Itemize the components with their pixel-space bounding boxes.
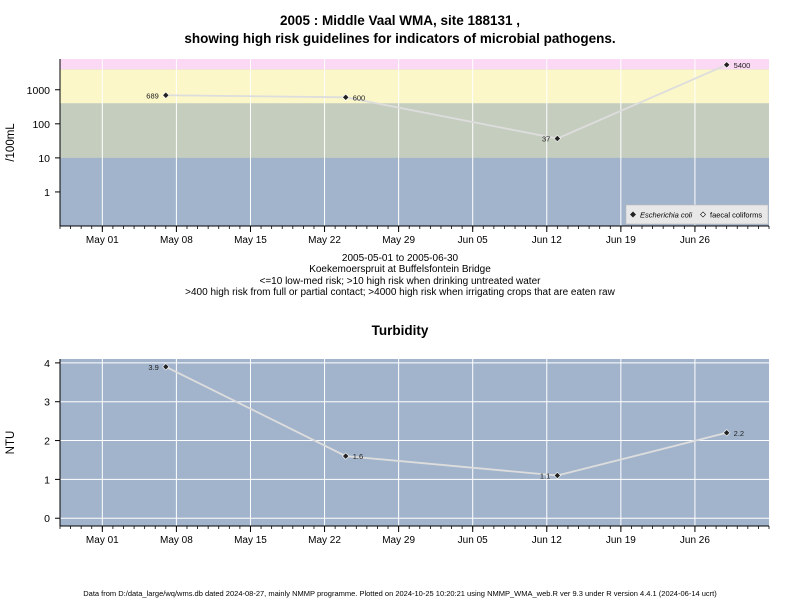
y-tick-label: 100	[32, 119, 50, 131]
y-axis-label: NTU	[5, 431, 17, 455]
x-tick-label: May 15	[234, 535, 267, 546]
risk-band-2	[60, 103, 769, 158]
data-label: 5400	[734, 61, 751, 70]
y-tick-label: 10	[38, 153, 50, 165]
y-tick-label: 0	[44, 513, 50, 525]
data-label: 600	[353, 93, 366, 102]
x-tick-label: May 01	[86, 535, 119, 546]
x-tick-label: Jun 19	[606, 235, 636, 246]
y-axis-label: /100mL	[5, 123, 17, 162]
legend-label-1: Escherichia coli	[640, 211, 692, 220]
y-tick-label: 1	[44, 474, 50, 486]
y-tick-label: 2	[44, 436, 50, 448]
site-name-text: Koekemoerspruit at Buffelsfontein Bridge	[309, 264, 491, 275]
x-tick-label: Jun 05	[458, 535, 488, 546]
data-label: 3.9	[148, 363, 158, 372]
data-label: 1.1	[540, 472, 550, 481]
data-point	[162, 91, 170, 99]
x-tick-label: May 08	[160, 235, 193, 246]
legend-box	[625, 204, 769, 225]
x-tick-label: May 01	[86, 235, 119, 246]
x-tick-label: Jun 12	[532, 535, 562, 546]
data-label: 1.6	[353, 452, 363, 461]
x-tick-label: May 29	[382, 535, 415, 546]
x-tick-label: May 08	[160, 535, 193, 546]
x-tick-label: May 22	[308, 535, 341, 546]
data-label: 37	[542, 135, 550, 144]
date-range-text: 2005-05-01 to 2005-06-30	[341, 253, 459, 264]
data-point	[342, 452, 350, 460]
data-point	[553, 134, 561, 143]
x-tick-label: Jun 19	[606, 535, 636, 546]
x-tick-label: Jun 05	[458, 235, 488, 246]
y-tick-label: 3	[44, 397, 50, 409]
data-label: 2.2	[734, 429, 744, 438]
x-tick-label: May 15	[234, 235, 267, 246]
x-tick-label: May 22	[308, 235, 341, 246]
x-tick-label: May 29	[382, 235, 415, 246]
chart-title-line-1: 2005 : Middle Vaal WMA, site 188131 ,	[279, 13, 521, 28]
data-point	[723, 61, 731, 69]
chart-title: Turbidity	[372, 323, 429, 338]
risk-band-4	[60, 59, 769, 70]
series-line	[165, 365, 727, 477]
data-point	[162, 363, 170, 371]
data-point	[342, 93, 350, 101]
guideline-text-1: <=10 low-med risk; >10 high risk when dr…	[259, 276, 541, 287]
guideline-text-2: >400 high risk from full or partial cont…	[185, 287, 615, 298]
footer-text: Data from D:/data_large/wq/wms.db dated …	[83, 589, 717, 598]
data-point	[553, 471, 561, 480]
x-tick-label: Jun 26	[680, 535, 710, 546]
x-tick-label: Jun 26	[680, 235, 710, 246]
y-tick-label: 1	[44, 187, 50, 199]
plot-area-2	[60, 359, 769, 526]
chart-title-line-2: showing high risk guidelines for indicat…	[184, 31, 616, 46]
legend-marker	[700, 211, 706, 218]
data-point	[723, 429, 731, 437]
y-tick-label: 4	[44, 358, 50, 370]
data-label: 689	[146, 91, 159, 100]
y-tick-label: 1000	[27, 85, 51, 97]
legend-marker	[630, 211, 636, 218]
legend-label-2: faecal coliforms	[710, 211, 762, 220]
series-line	[165, 63, 728, 140]
x-tick-label: Jun 12	[532, 235, 562, 246]
